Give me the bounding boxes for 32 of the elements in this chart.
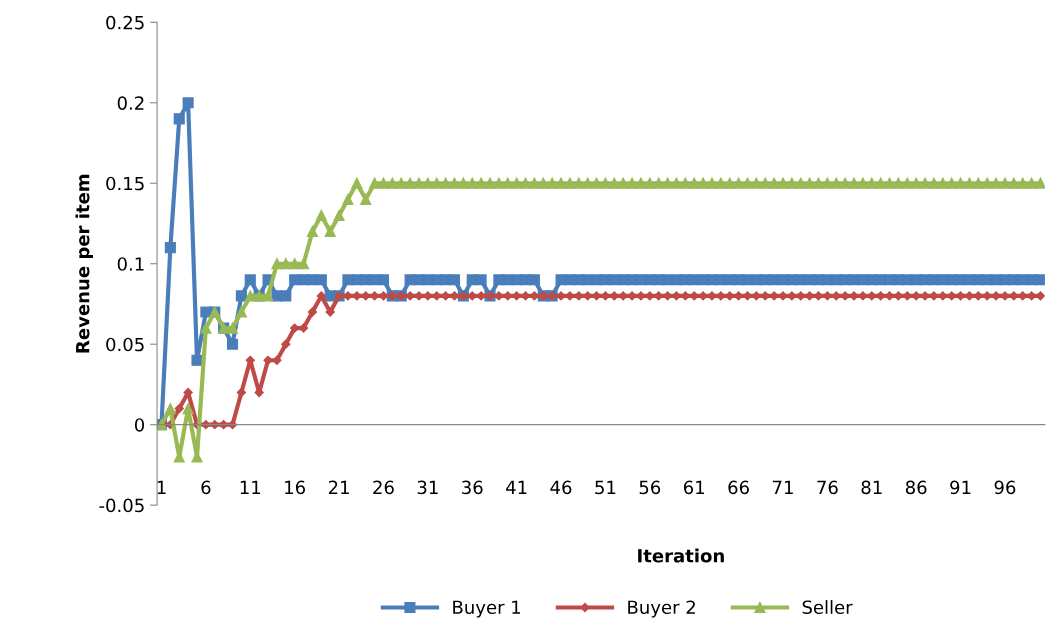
x-tick-label: 66 (728, 480, 749, 495)
x-tick-label: 21 (328, 480, 349, 494)
x-tick-label: 16 (285, 480, 306, 495)
x-tick-label: 26 (373, 480, 394, 495)
y-tick-label: 0.05 (106, 337, 144, 352)
x-tick-label: 46 (550, 480, 572, 495)
legend-label: Buyer 1 (453, 600, 521, 618)
x-tick-label: 6 (201, 480, 211, 495)
x-tick-label: 71 (772, 480, 793, 494)
y-tick-label: 0.15 (106, 176, 144, 191)
x-tick-label: 96 (994, 480, 1016, 495)
y-axis-title: Revenue per item (75, 174, 93, 353)
y-tick-label: 0.1 (117, 257, 144, 271)
legend-label: Buyer 2 (628, 600, 695, 618)
x-tick-label: 36 (462, 480, 483, 495)
y-tick-label: -0.05 (99, 498, 144, 513)
y-tick-label: 0 (134, 418, 145, 432)
x-tick-label: 61 (683, 480, 705, 495)
x-tick-label: 41 (506, 480, 527, 494)
x-tick-label: 1 (157, 480, 166, 494)
x-tick-label: 86 (905, 480, 927, 495)
x-tick-label: 81 (861, 480, 882, 495)
legend-label: Seller (802, 600, 853, 615)
x-axis-title: Iteration (638, 548, 724, 563)
y-tick-label: 0.2 (117, 96, 144, 110)
x-tick-label: 11 (240, 480, 261, 494)
x-tick-label: 76 (817, 480, 838, 495)
x-tick-label: 31 (417, 480, 438, 495)
x-tick-label: 51 (595, 480, 616, 495)
x-tick-label: 91 (950, 480, 971, 495)
x-tick-label: 56 (639, 480, 661, 495)
y-tick-label: 0.25 (106, 15, 144, 30)
